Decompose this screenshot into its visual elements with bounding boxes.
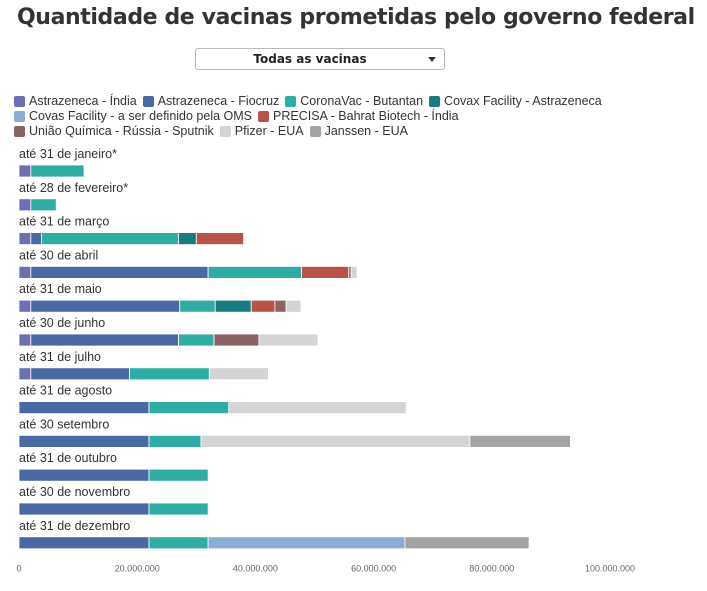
bar-segment[interactable] — [404, 536, 530, 550]
bar-segment[interactable] — [18, 164, 32, 178]
bar-segment[interactable] — [30, 367, 130, 381]
dropdown-selected-value: Todas as vacinas — [253, 52, 367, 66]
vaccine-filter-dropdown[interactable]: Todas as vacinas — [195, 48, 445, 70]
category-label: até 30 de junho — [19, 316, 105, 330]
legend-label: Covax Facility - Astrazeneca — [444, 94, 602, 108]
bar-segment[interactable] — [18, 401, 150, 415]
legend-swatch — [142, 96, 154, 107]
category-label: até 30 de abril — [19, 248, 98, 262]
x-tick-label: 40.000.000 — [233, 564, 278, 574]
legend-label: União Química - Rússia - Sputnik — [29, 124, 214, 138]
bar-segment[interactable] — [18, 502, 150, 516]
legend-label: Covas Facility - a ser definido pela OMS — [29, 109, 253, 123]
category-label: até 31 de agosto — [19, 384, 112, 398]
legend-swatch — [14, 126, 25, 137]
bar-segment[interactable] — [178, 333, 215, 347]
bar-segment[interactable] — [30, 299, 181, 313]
bar-segment[interactable] — [18, 468, 150, 482]
category-label: até 30 setembro — [19, 417, 109, 431]
category-label: até 31 de outubro — [19, 451, 117, 465]
legend-item[interactable]: União Química - Rússia - Sputnik — [14, 124, 214, 139]
legend-swatch — [309, 126, 321, 137]
legend-swatch — [219, 126, 231, 137]
bar-segment[interactable] — [285, 299, 302, 313]
legend-swatch — [14, 96, 25, 107]
bar-segment[interactable] — [213, 333, 260, 347]
bar-segment[interactable] — [18, 198, 32, 212]
bar-segment[interactable] — [178, 232, 197, 245]
legend-item[interactable]: Covax Facility - Astrazeneca — [429, 94, 602, 109]
legend: Astrazeneca - Índia Astrazeneca - Fiocruz… — [14, 94, 654, 139]
category-label: até 30 de novembro — [19, 485, 130, 499]
legend-swatch — [429, 96, 441, 107]
legend-swatch — [258, 111, 270, 122]
bar-segment[interactable] — [228, 401, 407, 415]
legend-label: CoronaVac - Butantan — [300, 94, 424, 108]
legend-label: Pfizer - EUA — [234, 124, 304, 138]
legend-swatch — [14, 111, 25, 122]
bar-segment[interactable] — [148, 468, 209, 482]
x-tick-label: 20.000.000 — [115, 564, 160, 574]
legend-item[interactable]: Janssen - EUA — [309, 124, 408, 139]
bar-segment[interactable] — [18, 266, 32, 279]
bar-segment[interactable] — [129, 367, 210, 381]
category-label: até 31 de março — [19, 215, 109, 229]
bar-segment[interactable] — [30, 266, 209, 279]
bar-segment[interactable] — [30, 164, 85, 178]
bar-segment[interactable] — [30, 198, 57, 212]
bar-segment[interactable] — [200, 434, 471, 448]
legend-item[interactable]: Astrazeneca - Fiocruz — [142, 94, 280, 109]
bar-segment[interactable] — [18, 434, 150, 448]
bar-segment[interactable] — [148, 502, 209, 516]
bar-segment[interactable] — [148, 434, 202, 448]
legend-item[interactable]: Covas Facility - a ser definido pela OMS — [14, 109, 252, 124]
bar-segment[interactable] — [18, 367, 32, 381]
category-label: até 31 de janeiro* — [19, 147, 117, 161]
bar-segment[interactable] — [250, 299, 276, 313]
bar-segment[interactable] — [179, 299, 216, 313]
bar-segment[interactable] — [148, 536, 209, 550]
legend-swatch — [285, 96, 297, 107]
chevron-down-icon — [428, 57, 436, 62]
category-label: até 28 de fevereiro* — [19, 181, 128, 195]
chart-title: Quantidade de vacinas prometidas pelo go… — [17, 5, 695, 30]
x-tick-label: 80.000.000 — [469, 564, 514, 574]
legend-label: PRECISA - Bahrat Biotech - Índia — [273, 109, 459, 123]
legend-item[interactable]: PRECISA - Bahrat Biotech - Índia — [258, 109, 459, 124]
category-label: até 31 de dezembro — [19, 519, 130, 533]
bar-segment[interactable] — [18, 299, 32, 313]
legend-label: Astrazeneca - Índia — [29, 94, 137, 108]
x-tick-label: 60.000.000 — [351, 564, 396, 574]
bar-segment[interactable] — [207, 536, 406, 550]
bar-segment[interactable] — [195, 232, 244, 245]
bar-segment[interactable] — [469, 434, 571, 448]
bar-segment[interactable] — [30, 232, 42, 245]
x-tick-label: 100.000.000 — [585, 564, 635, 574]
bar-segment[interactable] — [41, 232, 179, 245]
bar-segment[interactable] — [214, 299, 252, 313]
bar-chart: até 31 de janeiro* até 28 de fevereiro* at… — [16, 147, 635, 574]
bar-segment[interactable] — [18, 333, 32, 347]
legend-item[interactable]: Pfizer - EUA — [219, 124, 304, 139]
bar-segment[interactable] — [18, 232, 32, 245]
bar-segment[interactable] — [207, 266, 302, 279]
x-tick-label: 0 — [16, 564, 21, 574]
legend-item[interactable]: Astrazeneca - Índia — [14, 94, 137, 109]
legend-label: Astrazeneca - Fiocruz — [157, 94, 280, 108]
category-label: até 31 de maio — [19, 282, 102, 296]
legend-item[interactable]: CoronaVac - Butantan — [285, 94, 423, 109]
bar-segment[interactable] — [148, 401, 230, 415]
bar-segment[interactable] — [350, 266, 358, 279]
bar-segment[interactable] — [208, 367, 269, 381]
bar-segment[interactable] — [30, 333, 179, 347]
bar-segment[interactable] — [301, 266, 350, 279]
bar-segment[interactable] — [258, 333, 319, 347]
bar-segment[interactable] — [274, 299, 287, 313]
legend-label: Janssen - EUA — [324, 124, 408, 138]
category-label: até 31 de julho — [19, 350, 101, 364]
bar-segment[interactable] — [18, 536, 150, 550]
